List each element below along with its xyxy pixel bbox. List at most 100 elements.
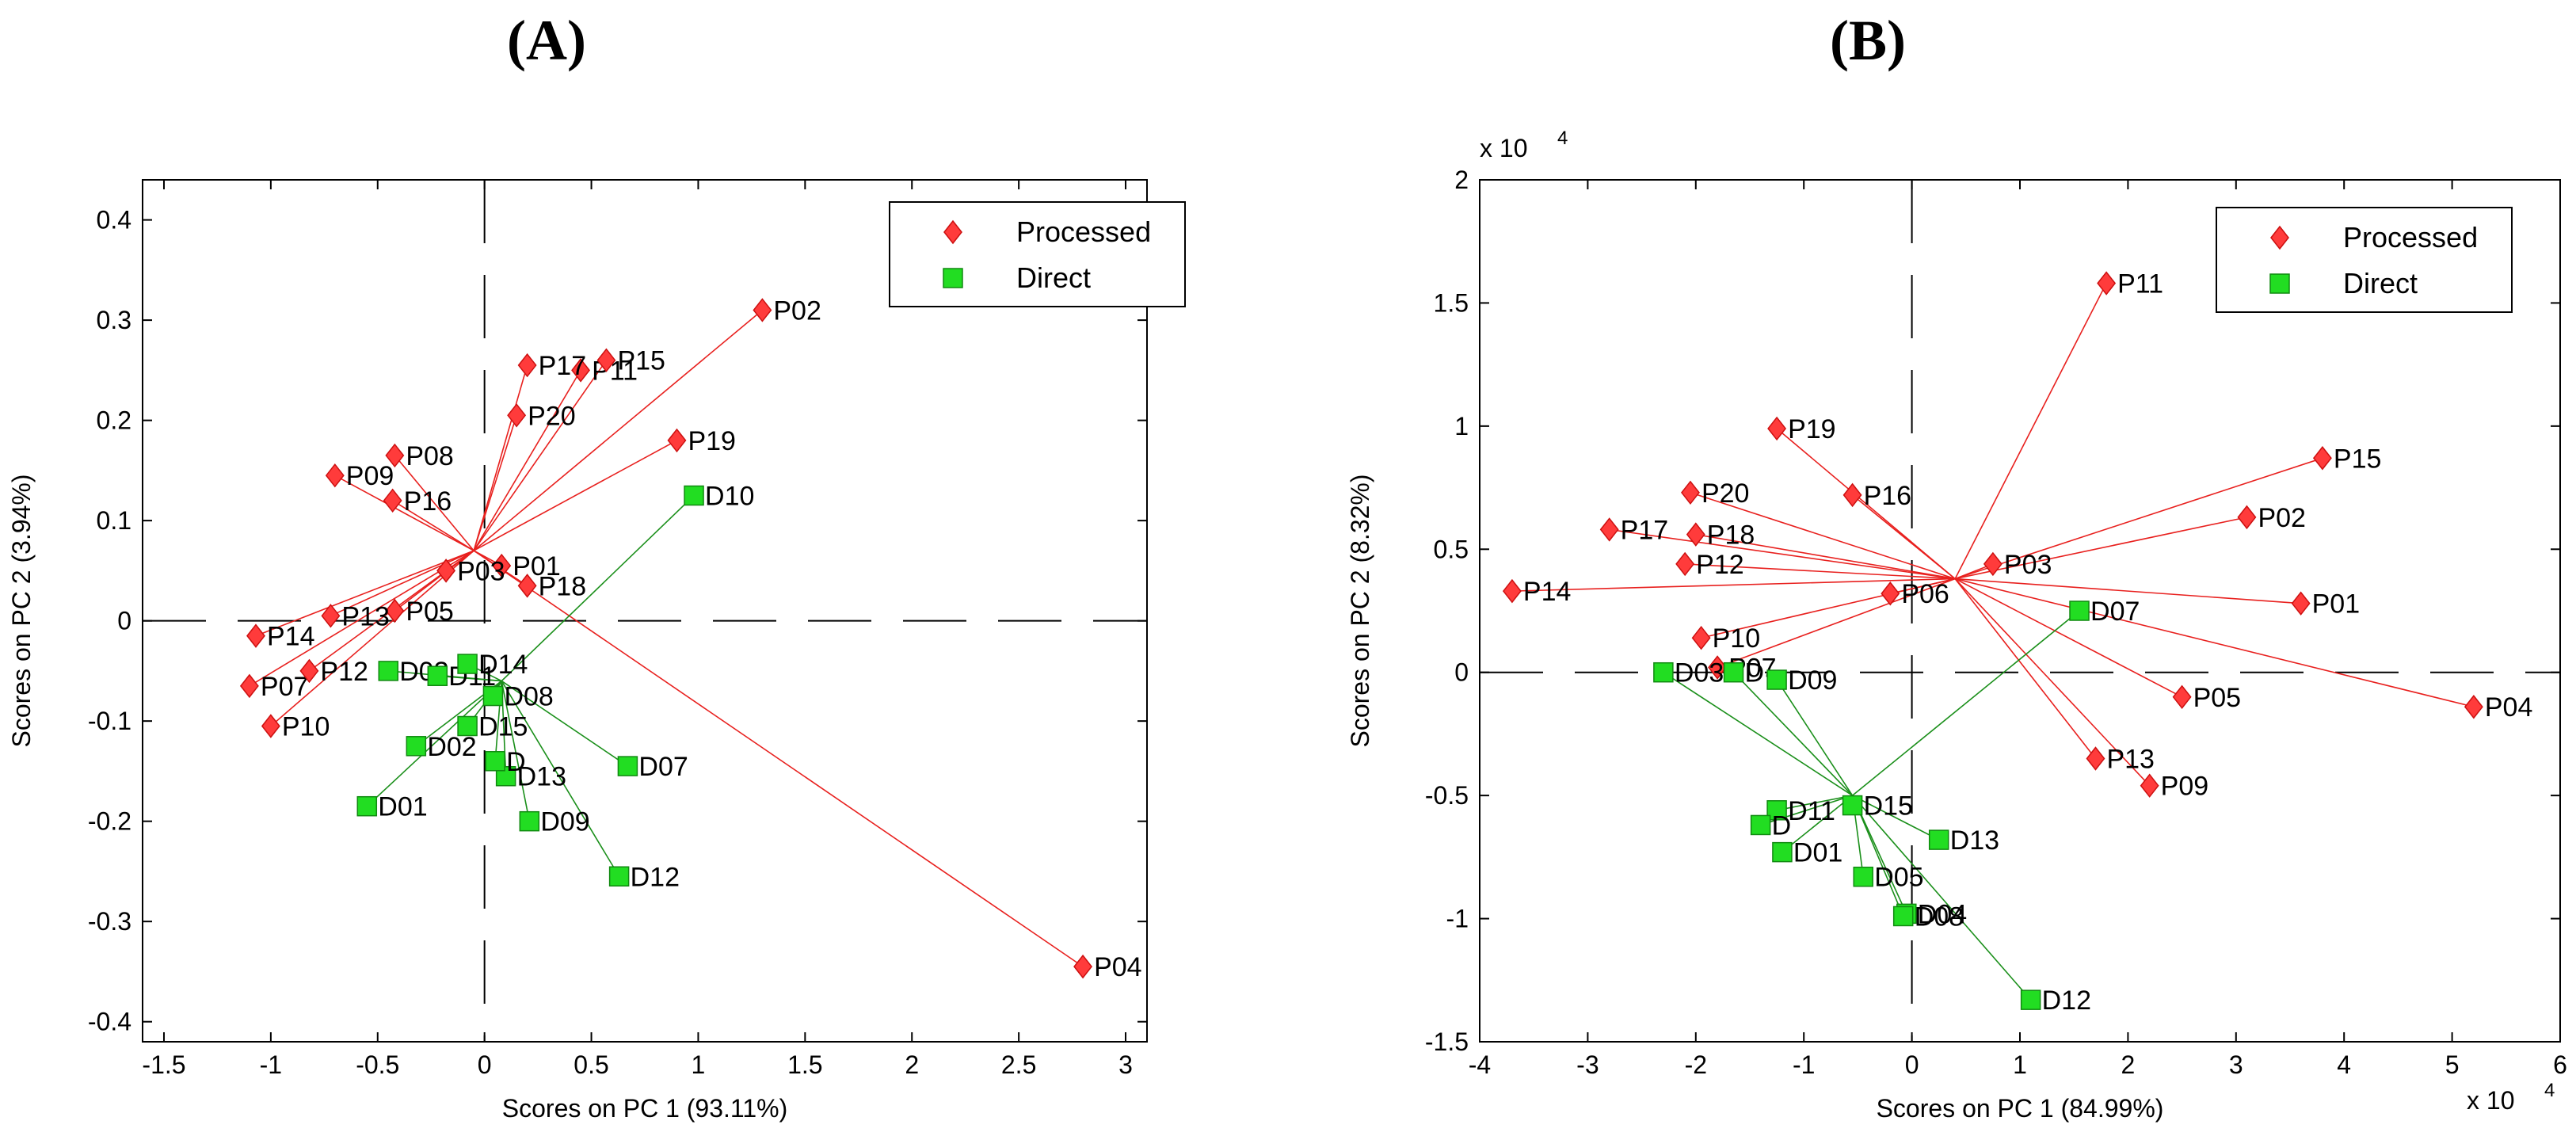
- y-tick-label: -1.5: [1425, 1028, 1469, 1056]
- point-label: P20: [1701, 478, 1750, 509]
- connector-line: [1852, 610, 2080, 796]
- point-label: P15: [617, 346, 665, 376]
- connector-line: [501, 681, 620, 877]
- direct-point: [519, 810, 540, 832]
- processed-point: [2291, 591, 2311, 616]
- panel-b-label: (B): [1830, 9, 1906, 72]
- x-tick-label: 3: [2229, 1050, 2243, 1079]
- processed-point: [1686, 522, 1705, 547]
- direct-point: [1766, 800, 1787, 821]
- connector-line: [473, 550, 1084, 967]
- point-label: D01: [378, 792, 427, 822]
- point-label: P17: [1621, 515, 1669, 545]
- x-tick-label: 1: [692, 1050, 706, 1079]
- connector-line: [473, 360, 608, 551]
- processed-point: [1983, 551, 2002, 577]
- x-tick-label: 0.5: [574, 1050, 608, 1079]
- x-tick-label: 2: [905, 1050, 919, 1079]
- direct-point: [617, 756, 638, 776]
- x-tick-label: -1: [260, 1050, 282, 1079]
- point-label: P13: [2106, 745, 2155, 775]
- direct-point: [1750, 814, 1771, 836]
- point-label: D15: [478, 711, 528, 742]
- x-tick-label: 4: [2337, 1050, 2351, 1079]
- processed-point: [507, 403, 527, 428]
- processed-point: [1675, 551, 1695, 577]
- processed-point: [517, 574, 537, 598]
- connector-line: [1663, 672, 1854, 796]
- point-label: D07: [638, 752, 688, 782]
- x-axis-label: Scores on PC 1 (93.11%): [502, 1094, 787, 1123]
- legend-direct-marker: [943, 268, 963, 288]
- direct-point: [457, 715, 478, 737]
- processed-point: [325, 463, 345, 488]
- connector-line: [501, 680, 628, 767]
- connector-line: [255, 550, 474, 637]
- direct-point: [684, 485, 704, 506]
- x-tick-label: 2: [2121, 1050, 2136, 1079]
- connector-line: [1776, 679, 1854, 796]
- direct-point: [2069, 601, 2090, 621]
- y-tick-label: 0: [1454, 658, 1469, 687]
- processed-point: [2086, 746, 2105, 771]
- processed-point: [385, 443, 405, 468]
- processed-point: [667, 428, 687, 453]
- y-tick-label: 0: [117, 607, 131, 635]
- x-tick-label: 0: [478, 1050, 492, 1079]
- point-label: P02: [773, 295, 821, 326]
- point-label: P20: [528, 401, 576, 431]
- connector-line: [334, 475, 474, 551]
- point-label: D15: [1864, 791, 1913, 822]
- connector-line: [1690, 492, 1956, 580]
- point-label: D07: [2090, 597, 2140, 627]
- connector-line: [249, 550, 474, 687]
- legend-direct-marker: [2269, 273, 2290, 294]
- legend-entry-label: Processed: [1016, 215, 1151, 248]
- connector-line: [1685, 563, 1956, 580]
- connector-line: [1732, 672, 1854, 796]
- point-label: P05: [406, 597, 454, 627]
- point-label: P03: [2004, 550, 2052, 580]
- processed-point: [1842, 482, 1862, 508]
- direct-point: [1723, 662, 1744, 683]
- point-label: P11: [2117, 269, 2163, 299]
- point-label: P08: [406, 441, 454, 471]
- connector-line: [473, 309, 763, 551]
- processed-point: [383, 488, 402, 513]
- processed-point: [2237, 505, 2257, 530]
- y-tick-label: -0.3: [88, 907, 131, 936]
- y-tick-label: -0.2: [88, 807, 131, 836]
- processed-point: [2312, 446, 2332, 471]
- point-label: D01: [1793, 838, 1842, 868]
- connector-line: [1851, 795, 2032, 1001]
- point-label: P19: [688, 426, 736, 456]
- processed-point: [385, 598, 405, 623]
- point-label: P07: [261, 672, 309, 702]
- direct-point: [2020, 989, 2041, 1010]
- direct-point: [1928, 829, 1949, 850]
- processed-point: [436, 559, 456, 583]
- y-multiplier-exponent: 4: [1557, 128, 1568, 149]
- point-label: D08: [1915, 902, 1964, 932]
- connector-line: [437, 675, 502, 682]
- x-tick-label: -3: [1576, 1050, 1599, 1079]
- legend-processed-marker: [943, 219, 962, 245]
- point-label: P01: [513, 551, 561, 581]
- point-label: P01: [2312, 589, 2361, 620]
- legend-box: [889, 201, 1186, 307]
- legend-entry-label: Direct: [2343, 267, 2418, 299]
- y-tick-label: -0.5: [1425, 781, 1469, 810]
- direct-point: [378, 661, 399, 681]
- connector-line: [1954, 457, 2323, 580]
- y-tick-label: 0.1: [97, 506, 131, 535]
- connector-line: [366, 680, 502, 807]
- y-tick-label: -0.1: [88, 707, 131, 735]
- x-tick-label: 1.5: [787, 1050, 822, 1079]
- processed-point: [261, 714, 280, 738]
- processed-point: [1502, 578, 1522, 604]
- x-multiplier-exponent: 4: [2544, 1080, 2555, 1101]
- direct-point: [485, 751, 505, 772]
- x-tick-label: 5: [2445, 1050, 2460, 1079]
- point-label: P10: [1713, 623, 1761, 654]
- point-label: D12: [2042, 986, 2091, 1016]
